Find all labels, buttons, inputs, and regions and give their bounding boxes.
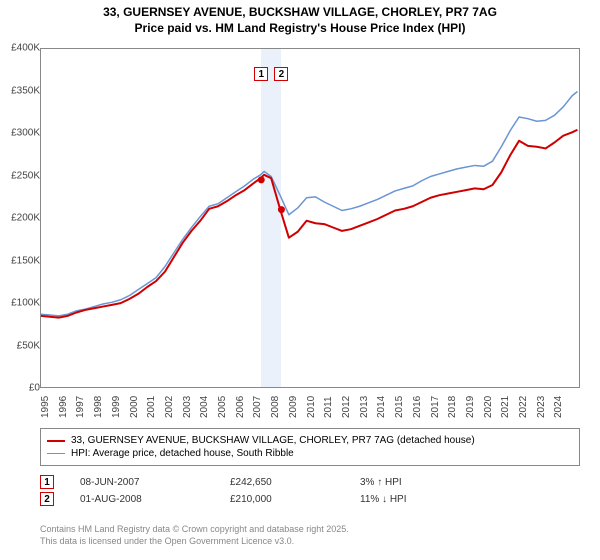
x-tick: 2013 (359, 404, 370, 418)
x-tick: 2004 (199, 404, 210, 418)
x-tick: 2014 (376, 404, 387, 418)
swatch-hpi (47, 453, 65, 454)
x-tick: 2017 (430, 404, 441, 418)
y-tick: £250K (2, 170, 40, 181)
x-tick: 2023 (536, 404, 547, 418)
tx-date-2: 01-AUG-2008 (80, 494, 230, 505)
x-tick: 2002 (164, 404, 175, 418)
footer-line1: Contains HM Land Registry data © Crown c… (40, 524, 349, 534)
table-row: 2 01-AUG-2008 £210,000 11% ↓ HPI (40, 492, 580, 506)
tx-price-2: £210,000 (230, 494, 360, 505)
legend-label-property: 33, GUERNSEY AVENUE, BUCKSHAW VILLAGE, C… (71, 435, 475, 446)
tx-delta-1: 3% ↑ HPI (360, 477, 520, 488)
marker-badge-on-chart: 2 (274, 67, 288, 81)
x-tick: 2006 (235, 404, 246, 418)
y-tick: £0 (2, 383, 40, 394)
x-tick: 1996 (58, 404, 69, 418)
marker-badge-on-chart: 1 (254, 67, 268, 81)
x-tick: 1997 (75, 404, 86, 418)
x-tick: 2016 (412, 404, 423, 418)
swatch-property (47, 440, 65, 442)
x-tick: 2015 (394, 404, 405, 418)
y-tick: £400K (2, 43, 40, 54)
x-tick: 1995 (40, 404, 51, 418)
x-tick: 2000 (129, 404, 140, 418)
x-tick: 2001 (146, 404, 157, 418)
x-tick: 2024 (553, 404, 564, 418)
transactions-table: 1 08-JUN-2007 £242,650 3% ↑ HPI 2 01-AUG… (40, 472, 580, 509)
title-line1: 33, GUERNSEY AVENUE, BUCKSHAW VILLAGE, C… (103, 5, 497, 19)
table-row: 1 08-JUN-2007 £242,650 3% ↑ HPI (40, 475, 580, 489)
tx-delta-2: 11% ↓ HPI (360, 494, 520, 505)
x-tick: 1998 (93, 404, 104, 418)
x-tick: 2003 (182, 404, 193, 418)
tx-price-1: £242,650 (230, 477, 360, 488)
marker-badge-1: 1 (40, 475, 54, 489)
legend-label-hpi: HPI: Average price, detached house, Sout… (71, 448, 294, 459)
chart-title: 33, GUERNSEY AVENUE, BUCKSHAW VILLAGE, C… (0, 4, 600, 36)
x-tick: 2008 (270, 404, 281, 418)
x-tick: 2018 (447, 404, 458, 418)
legend-item-hpi: HPI: Average price, detached house, Sout… (47, 448, 573, 459)
x-tick: 2011 (323, 404, 334, 418)
x-tick: 2012 (341, 404, 352, 418)
y-tick: £200K (2, 213, 40, 224)
title-line2: Price paid vs. HM Land Registry's House … (135, 21, 466, 35)
footer: Contains HM Land Registry data © Crown c… (40, 524, 580, 547)
x-tick: 1999 (111, 404, 122, 418)
x-tick: 2009 (288, 404, 299, 418)
x-tick: 2010 (306, 404, 317, 418)
x-tick: 2007 (252, 404, 263, 418)
x-tick: 2020 (483, 404, 494, 418)
tx-date-1: 08-JUN-2007 (80, 477, 230, 488)
chart-plot-area: 12 (40, 48, 580, 388)
footer-line2: This data is licensed under the Open Gov… (40, 536, 294, 546)
chart-svg (41, 49, 581, 389)
x-tick: 2021 (500, 404, 511, 418)
legend-item-property: 33, GUERNSEY AVENUE, BUCKSHAW VILLAGE, C… (47, 435, 573, 446)
marker-badge-2: 2 (40, 492, 54, 506)
y-tick: £300K (2, 128, 40, 139)
y-tick: £350K (2, 85, 40, 96)
x-tick: 2019 (465, 404, 476, 418)
x-tick: 2005 (217, 404, 228, 418)
y-tick: £50K (2, 340, 40, 351)
y-tick: £100K (2, 298, 40, 309)
y-tick: £150K (2, 255, 40, 266)
legend: 33, GUERNSEY AVENUE, BUCKSHAW VILLAGE, C… (40, 428, 580, 466)
x-tick: 2022 (518, 404, 529, 418)
marker-band (261, 49, 281, 387)
